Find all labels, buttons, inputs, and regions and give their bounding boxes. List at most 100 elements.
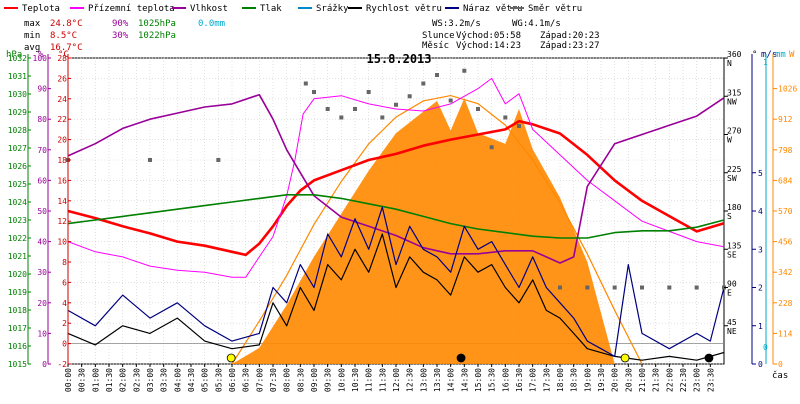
x-tick-label: 09:00	[310, 368, 319, 392]
legend-label-6: Náraz větru	[463, 4, 523, 14]
temperature-tick-label: 2	[62, 319, 67, 328]
stats-max-temp: 24.8°C	[50, 19, 83, 29]
wind-direction-point	[216, 158, 221, 162]
sun-label: Slunce	[422, 31, 455, 41]
x-tick-label: 23:00	[693, 368, 702, 392]
wind-direction-point	[503, 115, 508, 120]
humidity-tick-label: 10	[37, 329, 47, 338]
unit-celsius: °C	[58, 50, 69, 60]
radiation-tick-label: 912	[778, 115, 793, 124]
x-tick-label: 14:00	[447, 368, 456, 392]
x-tick-label: 02:00	[119, 368, 128, 392]
wind-direction-compass-label: W	[727, 136, 732, 145]
pressure-tick-label: 1031	[8, 72, 27, 81]
marker-layer	[226, 353, 714, 363]
wind-direction-point	[612, 285, 617, 290]
wind-direction-compass-label: NW	[727, 97, 737, 106]
x-tick-label: 18:00	[556, 368, 565, 392]
legend-label-1: Přízemní teplota	[88, 4, 175, 14]
pressure-tick-label: 1019	[8, 288, 27, 297]
series-line-0	[67, 119, 725, 257]
wind-direction-point	[312, 90, 316, 94]
x-tick-label: 03:30	[160, 368, 169, 392]
legend-label-3: Tlak	[260, 4, 282, 14]
wind-speed-tick-label: 0	[758, 360, 763, 369]
pressure-tick-label: 1017	[8, 324, 27, 333]
legend: Teplota Přízemní teplota Vlhkost Tlak Srážky…	[4, 4, 582, 14]
radiation-tick-label: 114	[778, 329, 793, 338]
pressure-tick-label: 1022	[8, 234, 27, 243]
x-tick-label: 09:30	[324, 368, 333, 392]
wind-direction-compass-label: SW	[727, 174, 737, 183]
humidity-tick-label: 20	[37, 299, 47, 308]
radiation-tick-label: 684	[778, 176, 793, 185]
stats-avg-temp: 16.7°C	[50, 43, 83, 53]
wind-direction-compass-label: SE	[727, 250, 737, 259]
radiation-tick-label: 342	[778, 268, 793, 277]
wind-speed-tick-label: 1	[758, 322, 763, 331]
temperature-tick-label: 28	[57, 54, 67, 63]
stats-avg-label: avg	[24, 43, 40, 53]
stats-max-rain: 0.0mm	[198, 19, 225, 29]
sunset-marker	[620, 353, 630, 363]
rain-tick-label: 0	[763, 343, 768, 352]
wind-direction-degree-label: 45	[727, 318, 737, 327]
radiation-tick-label: 570	[778, 207, 793, 216]
radiation-layer	[231, 94, 643, 365]
stats-max-press: 1025hPa	[138, 19, 176, 29]
chart-title: 15.8.2013	[366, 52, 431, 66]
x-tick-label: 12:00	[392, 368, 401, 392]
temperature-tick-label: 8	[62, 258, 67, 267]
humidity-tick-label: 100	[33, 54, 48, 63]
moon-set: Západ:23:27	[540, 41, 600, 51]
wind-direction-point	[585, 285, 590, 290]
x-tick-label: 20:30	[624, 368, 633, 392]
x-tick-label: 15:00	[474, 368, 483, 392]
wind-speed-tick-label: 3	[758, 245, 763, 254]
wind-direction-point	[339, 115, 344, 120]
x-tick-label: 15:30	[488, 368, 497, 392]
x-tick-label: 11:30	[378, 368, 387, 392]
x-tick-label: 16:00	[501, 368, 510, 392]
pressure-tick-label: 1018	[8, 306, 27, 315]
x-tick-label: 05:00	[201, 368, 210, 392]
wind-direction-degree-label: 270	[727, 127, 742, 136]
x-tick-label: 06:30	[242, 368, 251, 392]
sun-set: Západ:20:23	[540, 31, 600, 41]
humidity-tick-label: 70	[37, 146, 47, 155]
wind-ws-text: WS:3.2m/s	[432, 19, 481, 29]
temperature-tick-label: 22	[57, 115, 67, 124]
x-tick-label: 22:00	[665, 368, 674, 392]
x-tick-label: 21:00	[638, 368, 647, 392]
moon-label: Měsíc	[422, 41, 449, 51]
pressure-tick-label: 1030	[8, 90, 27, 99]
x-tick-label: 03:00	[146, 368, 155, 392]
x-tick-label: 08:00	[283, 368, 292, 392]
pressure-tick-label: 1027	[8, 144, 27, 153]
x-tick-label: 10:00	[337, 368, 346, 392]
wind-direction-point	[476, 107, 480, 111]
pressure-tick-label: 1028	[8, 126, 27, 135]
x-tick-label: 07:00	[255, 368, 264, 392]
wind-direction-point	[640, 285, 644, 290]
radiation-area	[232, 98, 615, 365]
x-tick-label: 13:30	[433, 368, 442, 392]
wind-direction-point	[303, 81, 308, 86]
series-line-2	[67, 93, 725, 264]
x-tick-label: 19:30	[597, 368, 606, 392]
legend-label-5: Rychlost větru	[366, 4, 442, 14]
stats-panel: max 24.8°C 90% 1025hPa 0.0mm min 8.5°C 3…	[24, 19, 600, 53]
unit-percent: %	[38, 50, 44, 60]
x-tick-label: 04:00	[173, 368, 182, 392]
rain-tick-label: 1	[763, 58, 768, 67]
wind-direction-point	[435, 73, 439, 77]
wind-direction-point	[694, 285, 699, 290]
wind-speed-tick-label: 4	[758, 207, 763, 216]
x-tick-label: 12:30	[406, 368, 415, 392]
wind-speed-tick-label: 5	[758, 169, 763, 178]
wind-direction-degree-label: 135	[727, 241, 742, 250]
x-tick-label: 14:30	[460, 368, 469, 392]
unit-watt: W	[789, 50, 795, 60]
wind-direction-point	[353, 107, 357, 111]
pressure-tick-label: 1020	[8, 270, 27, 279]
